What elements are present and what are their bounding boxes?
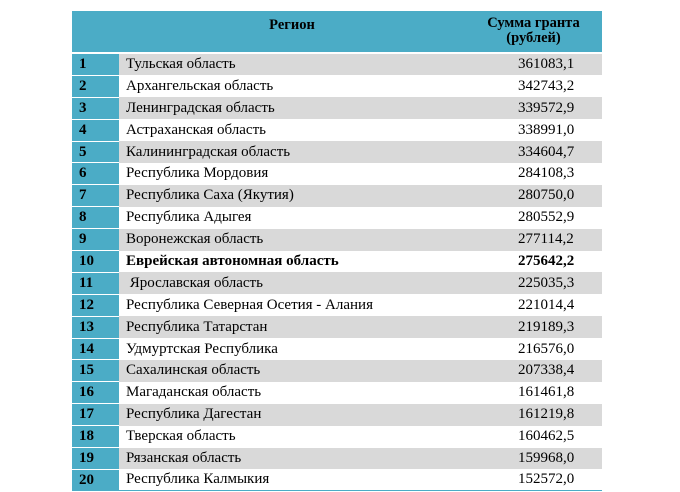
row-sum: 207338,4 — [465, 359, 602, 382]
table-row: 20 Республика Калмыкия 152572,0 — [72, 469, 602, 492]
row-number: 8 — [72, 206, 119, 230]
row-region: Республика Мордовия — [126, 165, 269, 182]
table-row-highlighted: 10 Еврейская автономная область 275642,2 — [72, 250, 602, 273]
table-row: 4 Астраханская область 338991,0 — [72, 119, 602, 142]
row-sum: 284108,3 — [518, 165, 575, 182]
header-row: Регион Сумма гранта (рублей) — [72, 11, 602, 54]
row-sum: 277114,2 — [465, 228, 602, 251]
row-region: Республика Дагестан — [119, 403, 465, 426]
row-number: 6 — [72, 162, 119, 186]
row-number: 11 — [72, 272, 119, 295]
row-region: Архангельская область — [126, 77, 274, 94]
row-number: 9 — [72, 228, 119, 252]
row-region: Магаданская область — [126, 384, 262, 401]
row-sum: 280750,0 — [465, 184, 602, 207]
row-region: Сахалинская область — [119, 359, 465, 382]
row-sum: 161219,8 — [465, 403, 602, 426]
table-row: 13 Республика Татарстан 219189,3 — [72, 316, 602, 339]
table-row: 15 Сахалинская область 207338,4 — [72, 359, 602, 383]
header-grant-sum: Сумма гранта (рублей) — [465, 11, 602, 54]
row-number: 19 — [72, 447, 119, 470]
table-row: 18 Тверская область 160462,5 — [72, 425, 602, 449]
row-sum: 342743,2 — [518, 77, 575, 94]
row-number: 5 — [72, 141, 119, 164]
table-row: 12 Республика Северная Осетия - Алания 2… — [72, 294, 602, 317]
row-sum: 275642,2 — [518, 252, 575, 269]
row-number: 10 — [72, 250, 119, 273]
row-region: Еврейская автономная область — [126, 252, 339, 269]
grant-table: Регион Сумма гранта (рублей) 1 Тульская … — [72, 11, 602, 492]
table-row: 5 Калининградская область 334604,7 — [72, 141, 602, 164]
row-region: Удмуртская Республика — [126, 340, 278, 357]
table-row: 9 Воронежская область 277114,2 — [72, 228, 602, 252]
table-row: 8 Республика Адыгея 280552,9 — [72, 206, 602, 230]
row-number: 13 — [72, 316, 119, 339]
row-region: Калининградская область — [119, 141, 465, 163]
table-row: 2 Архангельская область 342743,2 — [72, 75, 602, 98]
table-row: 16 Магаданская область 161461,8 — [72, 381, 602, 405]
row-region: Астраханская область — [126, 121, 266, 138]
row-region: Республика Адыгея — [126, 209, 252, 226]
row-sum: 221014,4 — [518, 296, 575, 313]
row-sum: 339572,9 — [465, 97, 602, 120]
table-row: 3 Ленинградская область 339572,9 — [72, 97, 602, 120]
row-sum: 361083,1 — [465, 53, 602, 76]
table-row: 6 Республика Мордовия 284108,3 — [72, 162, 602, 186]
table-body: 1 Тульская область 361083,1 2 Архангельс… — [72, 53, 602, 492]
row-region: Рязанская область — [119, 447, 465, 470]
row-region: Республика Калмыкия — [119, 469, 465, 492]
row-number: 17 — [72, 403, 119, 427]
header-number-cell — [72, 11, 119, 54]
row-region: Республика Северная Осетия - Алания — [126, 296, 373, 313]
row-number: 1 — [72, 53, 119, 76]
row-number: 2 — [72, 75, 119, 98]
row-number: 16 — [72, 381, 119, 405]
table-row: 11 Ярославская область 225035,3 — [72, 272, 602, 295]
row-number: 3 — [72, 97, 119, 120]
row-sum: 219189,3 — [465, 316, 602, 339]
header-region: Регион — [119, 11, 465, 54]
row-number: 4 — [72, 119, 119, 142]
row-sum: 152572,0 — [465, 469, 602, 492]
row-number: 20 — [72, 469, 119, 491]
row-sum: 161461,8 — [518, 384, 575, 401]
row-region: Ярославская область — [119, 272, 465, 295]
table-row: 19 Рязанская область 159968,0 — [72, 447, 602, 470]
row-number: 14 — [72, 338, 119, 361]
row-region: Тверская область — [126, 428, 236, 445]
row-number: 15 — [72, 359, 119, 383]
row-number: 18 — [72, 425, 119, 449]
row-sum: 159968,0 — [465, 447, 602, 470]
row-sum: 280552,9 — [518, 209, 575, 226]
table-row: 14 Удмуртская Республика 216576,0 — [72, 338, 602, 361]
row-sum: 216576,0 — [518, 340, 575, 357]
row-sum: 225035,3 — [465, 272, 602, 295]
row-region: Ленинградская область — [119, 97, 465, 120]
row-region: Республика Саха (Якутия) — [119, 184, 465, 207]
table-row: 1 Тульская область 361083,1 — [72, 53, 602, 76]
table-header: Регион Сумма гранта (рублей) — [72, 11, 602, 54]
table-row: 17 Республика Дагестан 161219,8 — [72, 403, 602, 427]
row-region: Тульская область — [119, 53, 465, 76]
row-region: Воронежская область — [119, 228, 465, 251]
row-region: Республика Татарстан — [119, 316, 465, 339]
row-number: 7 — [72, 184, 119, 208]
row-number: 12 — [72, 294, 119, 317]
row-sum: 160462,5 — [518, 428, 575, 445]
row-sum: 338991,0 — [518, 121, 575, 138]
table-row: 7 Республика Саха (Якутия) 280750,0 — [72, 184, 602, 208]
row-sum: 334604,7 — [465, 141, 602, 163]
